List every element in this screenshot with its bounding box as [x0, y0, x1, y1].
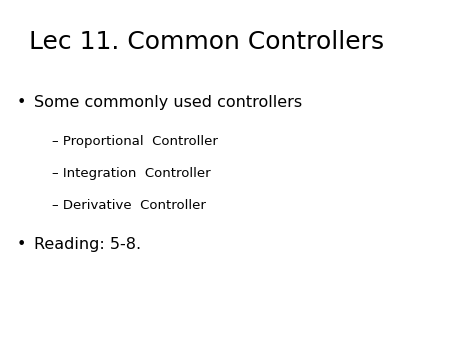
Text: •: • [17, 237, 26, 251]
Text: – Integration  Controller: – Integration Controller [52, 167, 211, 180]
Text: Some commonly used controllers: Some commonly used controllers [34, 95, 302, 110]
Text: Reading: 5-8.: Reading: 5-8. [34, 237, 141, 251]
Text: – Derivative  Controller: – Derivative Controller [52, 199, 206, 212]
Text: – Proportional  Controller: – Proportional Controller [52, 135, 218, 148]
Text: Lec 11. Common Controllers: Lec 11. Common Controllers [29, 30, 384, 54]
Text: •: • [17, 95, 26, 110]
